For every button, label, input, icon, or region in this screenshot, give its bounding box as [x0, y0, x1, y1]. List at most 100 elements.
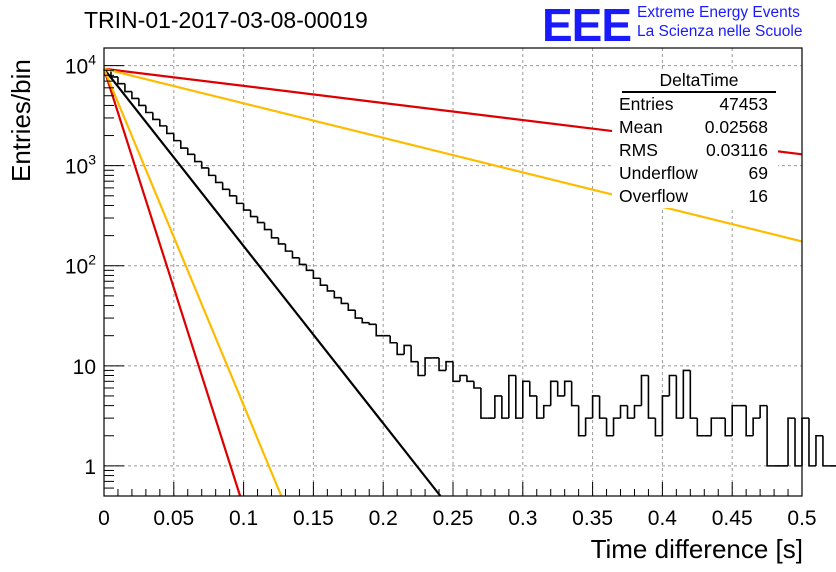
histogram-bin	[445, 360, 453, 371]
histogram-bin	[661, 395, 670, 436]
histogram-bin	[263, 222, 272, 231]
stats-value: 69	[748, 163, 768, 183]
histogram-bin	[563, 380, 572, 396]
histogram-bin	[354, 310, 363, 319]
histogram-bin	[179, 140, 188, 149]
histogram-bin	[186, 148, 195, 156]
x-tick-label: 0.45	[712, 507, 753, 530]
logo-line-2: La Scienza nelle Scuole	[637, 23, 803, 40]
histogram-bin	[549, 380, 558, 406]
x-axis-label: Time difference [s]	[590, 534, 803, 564]
histogram-bin	[221, 182, 230, 191]
histogram-bin	[312, 270, 321, 280]
histogram-bin	[235, 195, 244, 205]
histogram-bin	[242, 203, 251, 211]
histogram-bin	[368, 322, 377, 326]
histogram-bin	[452, 361, 460, 383]
histogram-bin	[256, 216, 265, 224]
stats-value: 47453	[719, 94, 768, 114]
fit-line	[102, 68, 283, 497]
stats-label: Underflow	[619, 163, 698, 183]
y-tick-label: 102	[65, 252, 96, 279]
fit-line	[102, 68, 242, 497]
stats-row: Overflow 16	[612, 185, 778, 208]
histogram-bin	[515, 375, 523, 419]
histogram-bin	[138, 98, 146, 107]
histogram-bin	[556, 381, 565, 397]
x-tick-label: 0.4	[648, 507, 678, 530]
histogram-bin	[326, 285, 335, 292]
x-axis: 0 0.05 0.1 0.15 0.2 0.25 0.3 0.35 0.4 0.45 0.5	[98, 482, 817, 530]
stats-title: DeltaTime	[622, 69, 776, 93]
histogram-bin	[633, 404, 642, 419]
eee-logo: EEE	[542, 0, 632, 51]
histogram-bin	[619, 404, 628, 419]
histogram-bin	[626, 405, 635, 419]
stats-value: 16	[748, 186, 768, 206]
y-tick-label: 104	[65, 52, 96, 79]
histogram-bin	[647, 375, 656, 419]
histogram-bin	[745, 405, 754, 437]
histogram-bin	[689, 370, 698, 419]
x-tick-label: 0.3	[508, 507, 537, 530]
stats-label: Mean	[619, 117, 663, 137]
histogram-bin	[542, 404, 551, 419]
histogram-bin	[417, 361, 426, 377]
histogram-bin	[710, 417, 719, 436]
histogram-bin	[787, 417, 796, 466]
histogram-bin	[438, 357, 447, 372]
histogram-bin	[675, 375, 684, 419]
histogram-bin	[801, 417, 809, 466]
histogram-bin	[535, 395, 544, 419]
histogram-bin	[766, 405, 775, 467]
x-tick-label: 0.05	[153, 507, 194, 530]
x-tick-label: 0.1	[229, 507, 258, 530]
histogram-bin	[424, 357, 433, 376]
histogram-bin	[731, 404, 740, 436]
histogram-bin	[815, 434, 823, 466]
stats-label: RMS	[619, 140, 658, 160]
histogram-series	[104, 69, 836, 467]
histogram-bin	[794, 418, 802, 467]
x-tick-label: 0.35	[572, 507, 613, 530]
y-tick-label: 10	[73, 356, 96, 379]
stats-value: 0.03116	[706, 140, 768, 160]
stats-label: Overflow	[619, 186, 689, 206]
histogram-bin	[277, 237, 286, 245]
stats-row: Entries 47453	[612, 93, 778, 116]
histogram-bin	[682, 369, 691, 419]
stats-row: RMS 0.03116	[612, 139, 778, 162]
histogram-bin	[577, 405, 586, 437]
histogram-bin	[131, 91, 139, 100]
histogram-bin	[173, 133, 181, 142]
histogram-bin	[528, 381, 537, 397]
histogram-bin	[612, 417, 621, 436]
histogram-bin	[249, 210, 258, 218]
y-axis-label: Entries/bin	[6, 59, 36, 182]
histogram-bin	[752, 417, 761, 436]
histogram-bin	[598, 395, 607, 419]
histogram-bin	[166, 125, 174, 135]
histogram-bin	[207, 167, 216, 177]
stats-row: Underflow 69	[612, 162, 778, 185]
histogram-bin	[403, 344, 412, 355]
histogram-bin	[284, 243, 293, 252]
fit-line	[103, 67, 803, 243]
y-axis: 1 10 102 103 104	[65, 52, 124, 497]
histogram-bin	[389, 335, 398, 344]
fit-line	[103, 68, 442, 497]
histogram-bin	[808, 418, 816, 467]
histogram-bin	[668, 374, 677, 396]
logo-line-1: Extreme Energy Events	[637, 4, 800, 21]
histogram-bin	[228, 189, 237, 197]
histogram-bin	[298, 257, 307, 266]
histogram-bin	[466, 375, 474, 383]
x-tick-label: 0.15	[293, 507, 334, 530]
histogram-bin	[124, 83, 132, 93]
histogram-bin	[522, 380, 530, 419]
stats-box: DeltaTime Entries 47453 Mean 0.02568 RMS…	[612, 69, 778, 208]
chart-title: TRIN-01-2017-03-08-00019	[84, 7, 368, 33]
histogram-bin	[117, 76, 125, 85]
histogram-bin	[759, 404, 768, 419]
histogram-bin	[319, 278, 328, 286]
